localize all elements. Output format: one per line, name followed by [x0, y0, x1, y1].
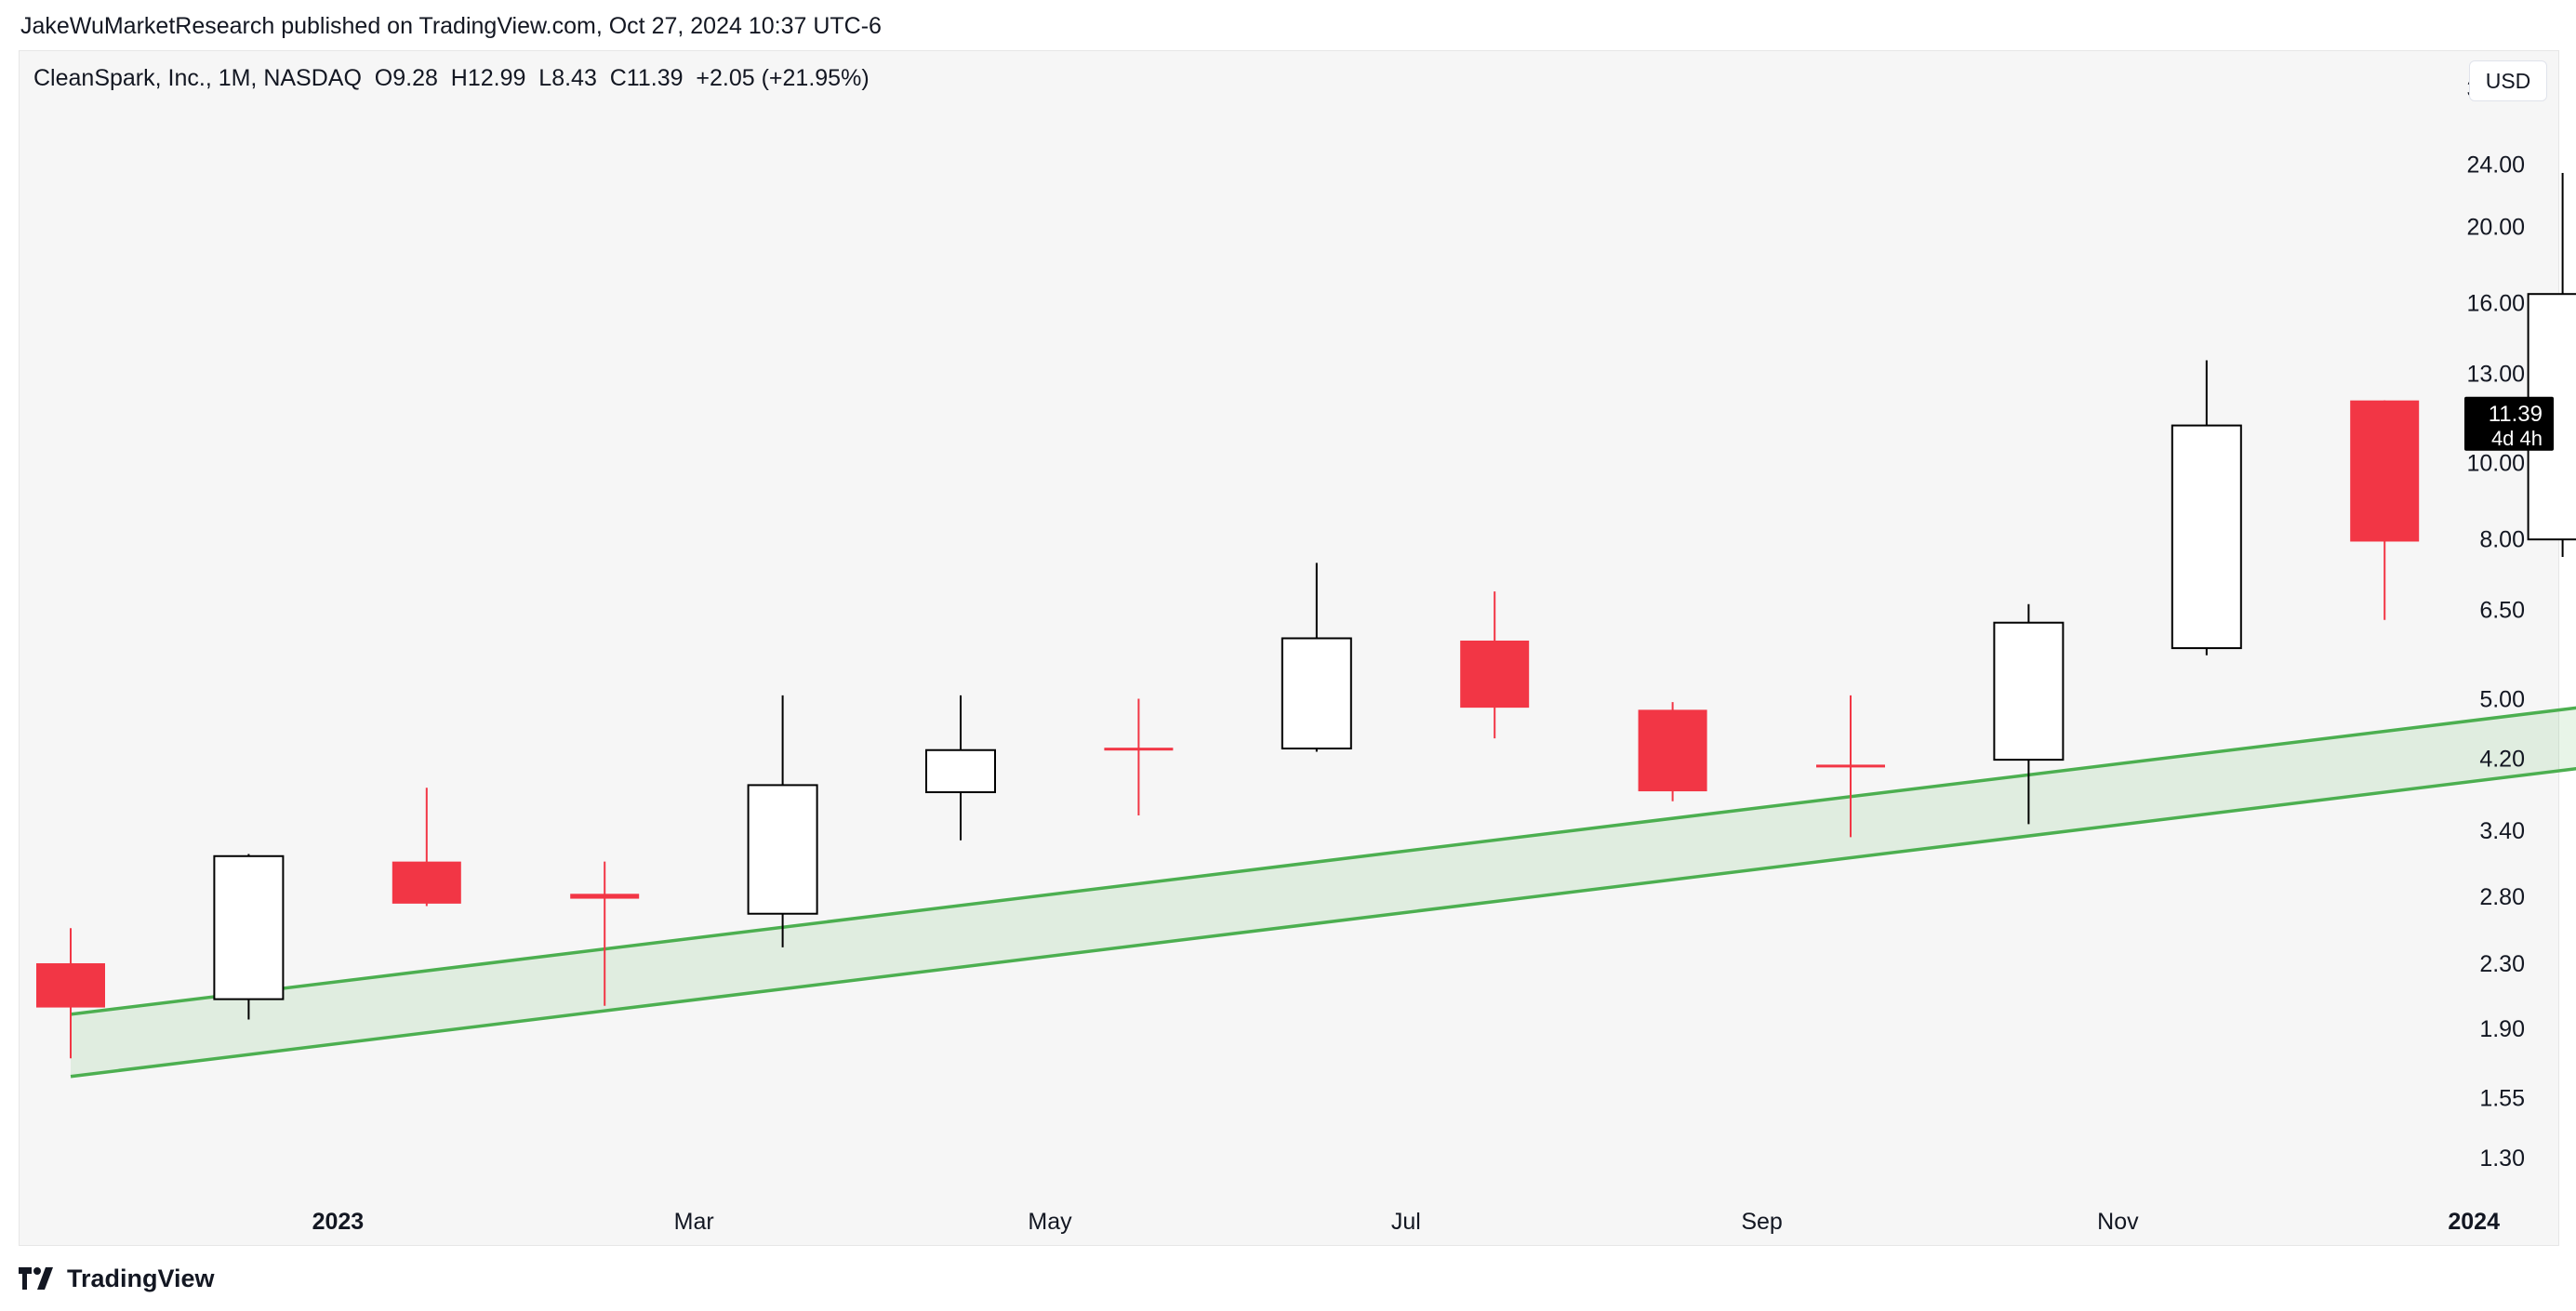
time-axis[interactable]: 2023MarMayJulSepNov2024MarMayJulSepNov20… [312, 1209, 2576, 1235]
time-tick-label: May [1028, 1209, 1072, 1235]
time-tick-label: 2023 [312, 1209, 365, 1235]
price-tick-label: 1.30 [2479, 1145, 2525, 1172]
channel-fill [71, 708, 2576, 1077]
price-tick-label: 1.90 [2479, 1016, 2525, 1042]
time-tick-label: Nov [2097, 1209, 2139, 1235]
tradingview-brand[interactable]: TradingView [19, 1263, 215, 1294]
price-tick-label: 3.40 [2479, 818, 2525, 844]
candle-body [2171, 424, 2242, 650]
tradingview-wordmark: TradingView [67, 1264, 215, 1292]
trend-channel [70, 706, 2576, 1079]
last-price-label: 11.39 4d 4h [2464, 396, 2554, 451]
candle-body [747, 784, 818, 915]
publisher-line: JakeWuMarketResearch published on Tradin… [20, 13, 882, 39]
time-tick-label: 2024 [2448, 1209, 2500, 1235]
currency-button[interactable]: USD [2469, 60, 2547, 101]
candle-body [1460, 640, 1530, 708]
candle-body [1104, 748, 1174, 751]
candle-body [1993, 621, 2065, 761]
channel-upper-line [70, 706, 2576, 1016]
price-tick-label: 1.55 [2479, 1086, 2525, 1112]
price-axis[interactable]: 30.0024.0020.0016.0013.0010.008.006.505.… [2466, 76, 2525, 1172]
channel-lower-line [70, 766, 2576, 1079]
time-tick-label: Sep [1741, 1209, 1782, 1235]
candle-body [392, 861, 461, 904]
candle-body [36, 963, 105, 1008]
candle-body [1638, 709, 1707, 792]
price-tick-label: 16.00 [2466, 290, 2525, 316]
price-tick-label: 24.00 [2466, 152, 2525, 179]
price-tick-label: 2.30 [2479, 951, 2525, 977]
price-tick-label: 8.00 [2479, 526, 2525, 552]
price-tick-label: 13.00 [2466, 361, 2525, 387]
candle-body [213, 854, 285, 1000]
tradingview-logo-icon [19, 1267, 53, 1290]
price-tick-label: 5.00 [2479, 686, 2525, 712]
candle-body [1816, 764, 1885, 768]
price-tick-label: 6.50 [2479, 597, 2525, 623]
last-price-value: 11.39 [2489, 402, 2543, 427]
candle-body [1281, 637, 1352, 750]
bar-countdown: 4d 4h [2491, 427, 2543, 450]
symbol-ohlc-legend[interactable]: CleanSpark, Inc., 1M, NASDAQ O9.28 H12.9… [33, 65, 870, 91]
price-tick-label: 20.00 [2466, 214, 2525, 240]
time-tick-label: Jul [1391, 1209, 1421, 1235]
candle-body [570, 894, 640, 899]
price-tick-label: 2.80 [2479, 884, 2525, 910]
time-tick-label: Mar [674, 1209, 714, 1235]
candle-body [2350, 400, 2420, 542]
last-price-badge [2464, 396, 2554, 451]
price-tick-label: 10.00 [2466, 450, 2525, 476]
candle-body [925, 748, 996, 794]
price-tick-label: 4.20 [2479, 746, 2525, 772]
